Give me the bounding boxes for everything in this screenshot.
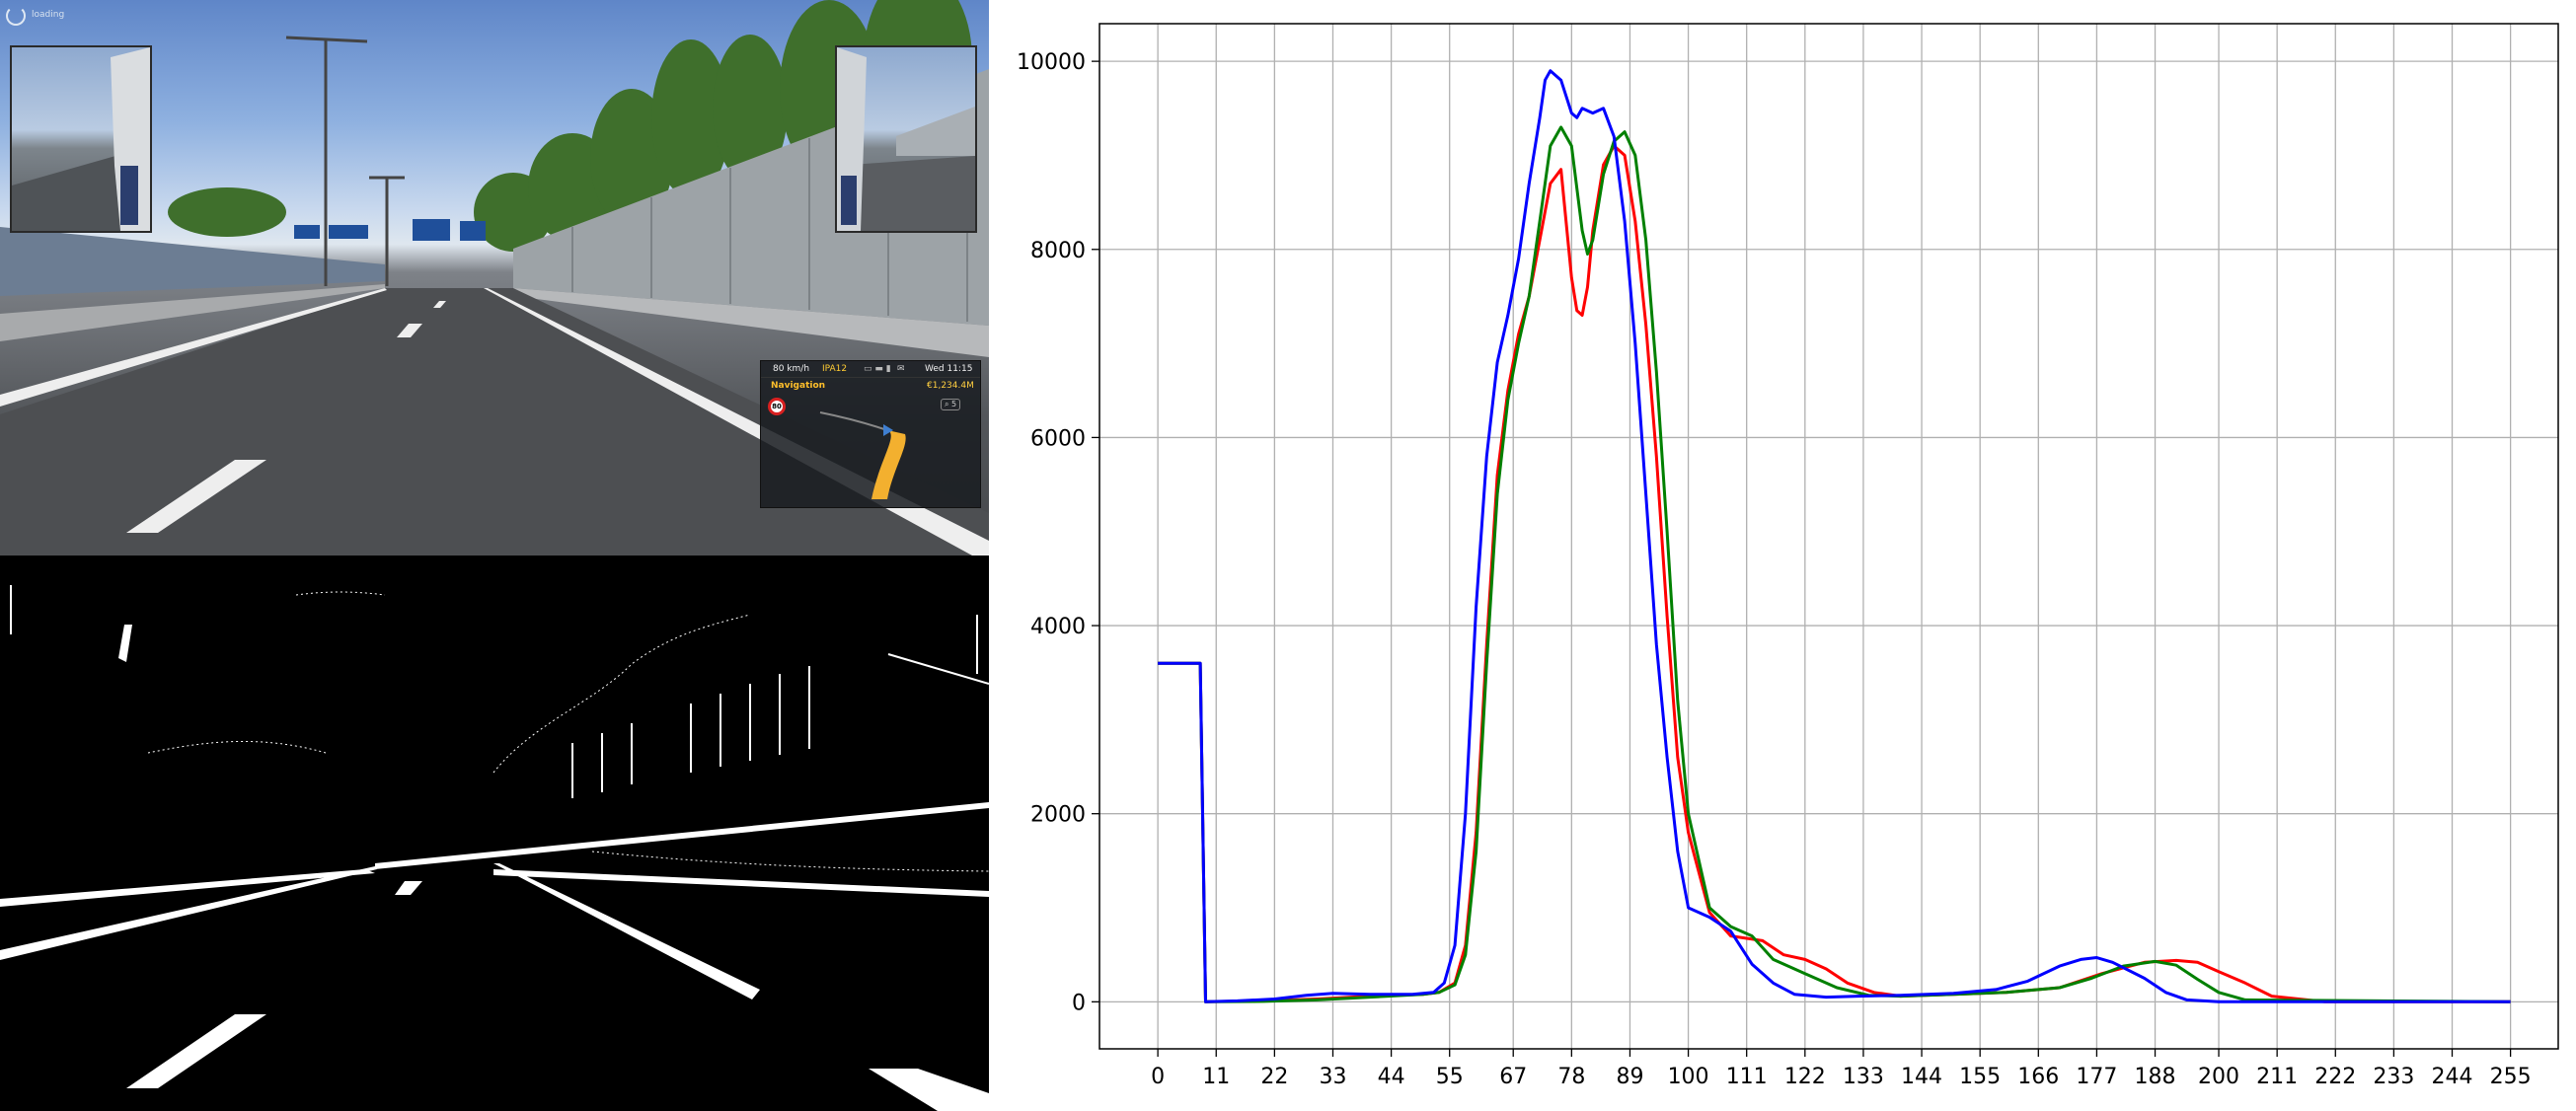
binary-threshold-view	[0, 556, 989, 1111]
x-tick-label: 33	[1319, 1065, 1346, 1089]
street-lamps	[285, 36, 405, 286]
axis-ticks: 0 11 22 33 44 55 67 78 89 100 111 122 133 144 155 166 17…	[1017, 50, 2532, 1089]
left-side-mirror	[10, 45, 152, 233]
x-tick-label: 89	[1616, 1065, 1643, 1089]
green-series-line	[1158, 125, 2511, 1003]
x-tick-label: 244	[2432, 1065, 2473, 1089]
series-lines	[1158, 69, 2511, 1003]
x-tick-label: 255	[2490, 1065, 2532, 1089]
noise-barrier-left	[0, 227, 385, 296]
right-side-mirror	[835, 45, 977, 233]
guard-rail-right	[513, 288, 989, 357]
x-tick-label: 233	[2373, 1065, 2414, 1089]
binary-image	[0, 585, 989, 1111]
navigation-panel: 80 km/h IPA12 ▭ ▬ ▮ ✉ Wed 11:15 Navigati…	[760, 360, 981, 508]
y-tick-label: 2000	[1030, 803, 1086, 828]
grid-lines	[1099, 24, 2558, 1049]
axes-frame	[1099, 23, 2559, 1050]
x-tick-label: 11	[1202, 1065, 1230, 1089]
truck-position-icon	[883, 424, 893, 436]
x-tick-label: 44	[1378, 1065, 1405, 1089]
y-tick-label: 6000	[1030, 426, 1086, 451]
hud-status-bar: 80 km/h IPA12 ▭ ▬ ▮ ✉ Wed 11:15	[761, 361, 980, 378]
x-tick-label: 222	[2314, 1065, 2356, 1089]
navigation-title: Navigation	[771, 381, 826, 391]
loading-text: loading	[32, 10, 65, 20]
navigation-money: €1,234.4M	[927, 381, 974, 391]
x-tick-label: 133	[1843, 1065, 1884, 1089]
x-tick-label: 55	[1436, 1065, 1464, 1089]
mail-icon[interactable]: ✉	[897, 364, 905, 374]
histogram-chart: 0 11 22 33 44 55 67 78 89 100 111 122 133 144 155 166 17…	[1017, 23, 2559, 1089]
x-tick-label: 67	[1499, 1065, 1527, 1089]
x-tick-label: 188	[2135, 1065, 2176, 1089]
x-tick-label: 100	[1668, 1065, 1709, 1089]
blue-series-line	[1158, 69, 2511, 1003]
x-tick-label: 78	[1557, 1065, 1585, 1089]
x-tick-label: 0	[1151, 1065, 1165, 1089]
route-map	[819, 411, 906, 499]
spinner-icon	[6, 6, 26, 26]
hud-status-icons: ▭ ▬ ▮	[864, 364, 891, 374]
y-tick-label: 10000	[1017, 50, 1086, 75]
hud-distance: IPA12	[822, 364, 848, 374]
x-tick-label: 122	[1784, 1065, 1826, 1089]
hud-speed: 80 km/h	[773, 364, 810, 374]
game-view: loading 80 km/h IPA12 ▭ ▬ ▮ ✉ Wed 11:15 …	[0, 0, 989, 556]
y-tick-label: 4000	[1030, 615, 1086, 639]
x-tick-label: 166	[2017, 1065, 2059, 1089]
x-tick-label: 211	[2256, 1065, 2298, 1089]
y-tick-label: 8000	[1030, 239, 1086, 263]
navigation-zoom-button[interactable]: ⌕ 5	[941, 399, 961, 410]
y-tick-label: 0	[1072, 991, 1086, 1015]
x-tick-label: 200	[2198, 1065, 2239, 1089]
x-tick-label: 177	[2076, 1065, 2117, 1089]
red-series-line	[1158, 144, 2511, 1003]
road-surface	[0, 288, 989, 556]
x-tick-label: 111	[1726, 1065, 1768, 1089]
overhead-signs	[294, 219, 486, 241]
x-tick-label: 22	[1260, 1065, 1288, 1089]
x-tick-label: 155	[1959, 1065, 2001, 1089]
guard-rail-left	[0, 284, 385, 341]
speed-limit-sign: 80	[768, 398, 786, 415]
x-tick-label: 144	[1901, 1065, 1942, 1089]
hud-time: Wed 11:15	[925, 364, 973, 374]
